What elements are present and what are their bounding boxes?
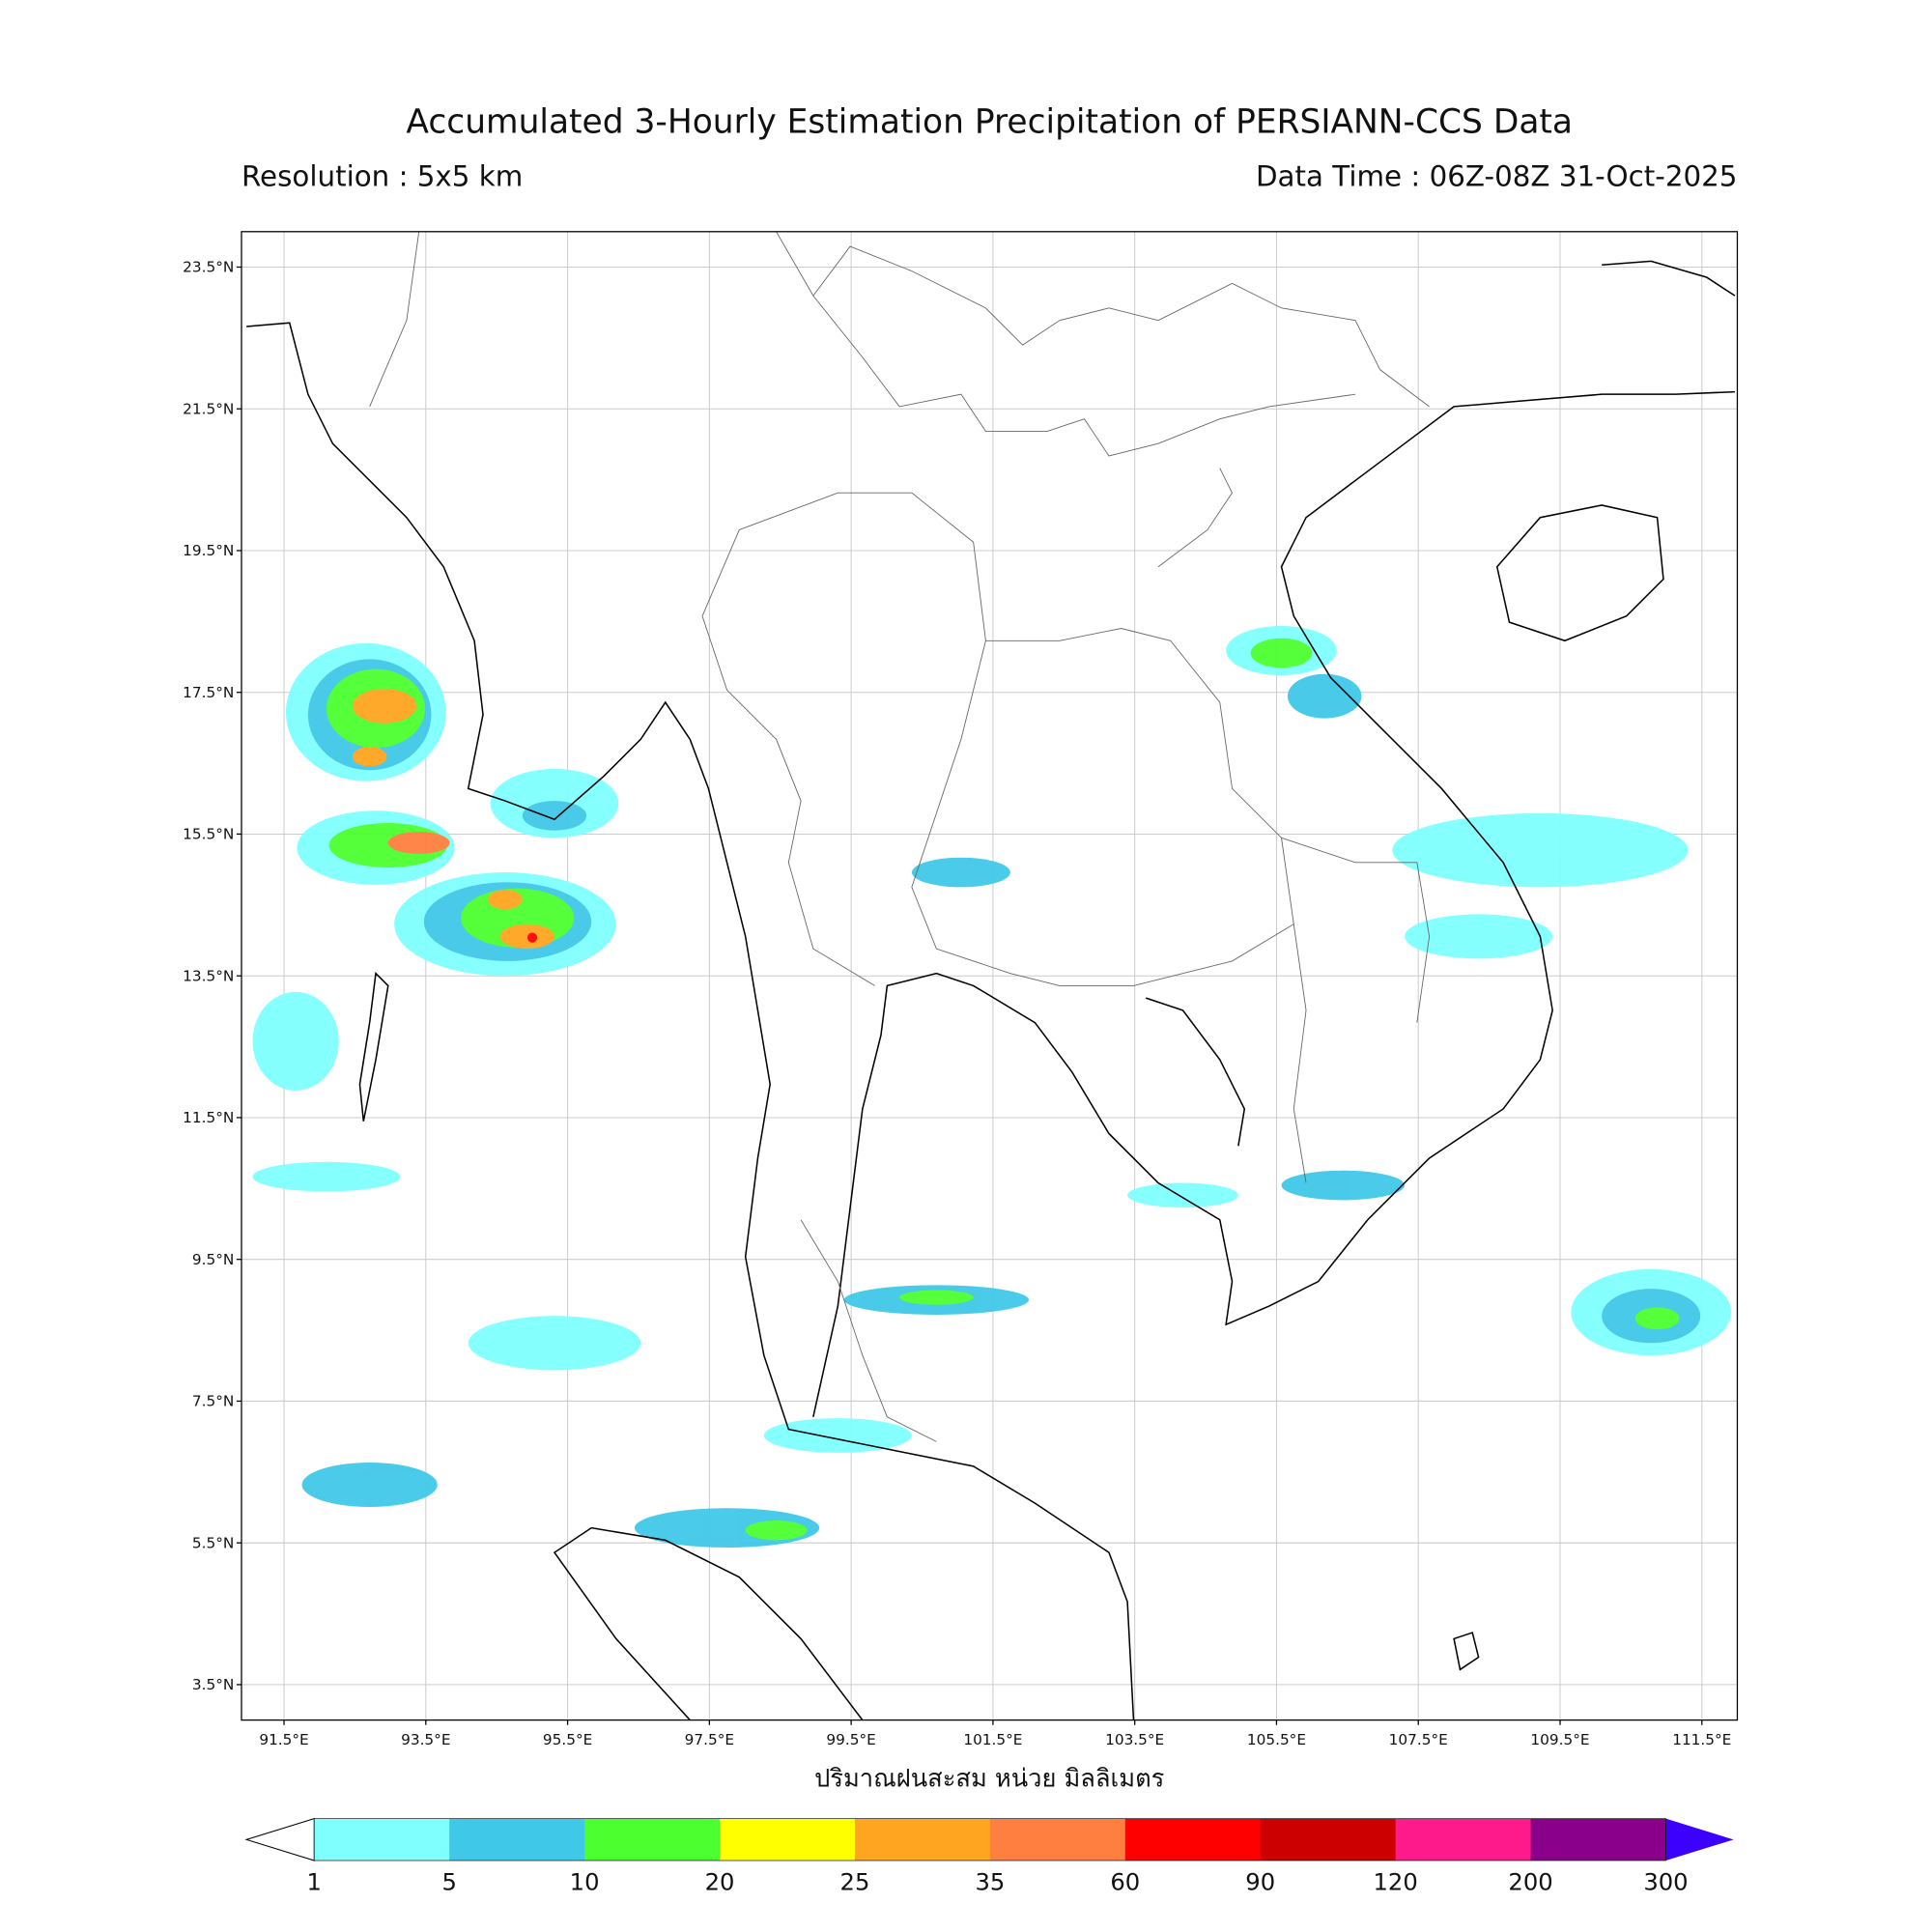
map-area <box>246 231 1736 1720</box>
rain-area <box>1250 638 1313 668</box>
rain-area <box>488 889 523 910</box>
y-tick-label: 21.5°N <box>183 400 234 417</box>
x-tick-label: 97.5°E <box>685 1731 734 1748</box>
y-tick-label: 15.5°N <box>183 826 234 843</box>
x-tick-label: 103.5°E <box>1105 1731 1164 1748</box>
y-tick-label: 23.5°N <box>183 259 234 276</box>
x-tick-label: 99.5°E <box>826 1731 875 1748</box>
y-tick-label: 3.5°N <box>192 1676 234 1693</box>
y-tick-label: 5.5°N <box>192 1534 234 1551</box>
y-tick-label: 9.5°N <box>192 1251 234 1268</box>
rain-area <box>499 923 554 950</box>
coastlines <box>246 260 1736 1720</box>
island <box>1495 504 1664 642</box>
colorbar-segment <box>1260 1818 1397 1861</box>
rain-area <box>252 1161 401 1192</box>
rain-area <box>1634 1307 1680 1330</box>
border <box>369 231 1356 457</box>
coastline <box>812 390 1735 1418</box>
border <box>739 468 1307 1183</box>
rain-area <box>252 991 339 1091</box>
rain-areas <box>252 625 1732 1548</box>
x-tick-label: 111.5°E <box>1672 1731 1731 1748</box>
y-tick-label: 17.5°N <box>183 684 234 701</box>
rain-area <box>1127 1182 1238 1208</box>
coastline <box>553 1526 864 1720</box>
rain-area <box>745 1520 808 1541</box>
colorbar-over <box>1665 1818 1734 1861</box>
y-tick-label: 13.5°N <box>183 967 234 984</box>
rain-area <box>1281 1170 1406 1201</box>
rain-area <box>522 801 587 831</box>
colorbar-label: 120 <box>1374 1869 1418 1896</box>
island <box>1453 1632 1480 1671</box>
island <box>358 972 389 1122</box>
colorbar-segment <box>989 1818 1126 1861</box>
coastline <box>246 322 1135 1720</box>
border <box>701 529 1294 986</box>
colorbar-segment <box>1395 1818 1532 1861</box>
rain-area <box>1405 914 1553 959</box>
rain-area <box>352 689 417 724</box>
border <box>812 245 1430 408</box>
colorbar-label: 1 <box>307 1869 322 1896</box>
border <box>800 1219 937 1442</box>
rain-area <box>301 1463 438 1507</box>
colorbar-label: 10 <box>570 1869 600 1896</box>
x-tick-label: 109.5°E <box>1530 1731 1589 1748</box>
border <box>1281 837 1431 1023</box>
x-tick-label: 91.5°E <box>259 1731 308 1748</box>
colorbar-segment <box>314 1818 450 1861</box>
x-axis-label: ปริมาณฝนสะสม หน่วย มิลลิเมตร <box>814 1764 1164 1793</box>
x-tick-label: 95.5°E <box>543 1731 592 1748</box>
colorbar-label: 25 <box>840 1869 870 1896</box>
rain-area <box>352 746 387 767</box>
colorbar-segment <box>720 1818 856 1861</box>
colorbar-label: 60 <box>1110 1869 1140 1896</box>
y-tick-label: 7.5°N <box>192 1393 234 1410</box>
rain-area <box>899 1290 974 1305</box>
colorbar-segment <box>584 1818 721 1861</box>
colorbar-segment <box>1530 1818 1667 1861</box>
rain-area <box>387 831 450 854</box>
y-tick-label: 11.5°N <box>183 1109 234 1126</box>
subtitle-left: Resolution : 5x5 km <box>242 160 523 193</box>
colorbar-outline <box>313 1818 1666 1861</box>
y-tick-label: 19.5°N <box>183 542 234 559</box>
colorbar-label: 200 <box>1508 1869 1552 1896</box>
colorbar-label: 90 <box>1245 1869 1275 1896</box>
x-tick-label: 107.5°E <box>1389 1731 1448 1748</box>
rain-area <box>911 857 1010 888</box>
rain-area <box>526 932 538 943</box>
map-title: Accumulated 3-Hourly Estimation Precipit… <box>406 103 1573 142</box>
rain-area <box>1287 673 1362 719</box>
colorbar: 1 5 10 20 25 35 60 90 120 200 300 <box>244 1817 1734 1896</box>
colorbar-label: 20 <box>705 1869 735 1896</box>
grid-layer <box>242 231 1738 1720</box>
coastline <box>1145 997 1246 1147</box>
subtitle-right: Data Time : 06Z-08Z 31-Oct-2025 <box>1256 160 1738 193</box>
colorbar-label: 35 <box>975 1869 1005 1896</box>
rain-area <box>1392 812 1689 888</box>
x-tick-label: 101.5°E <box>963 1731 1022 1748</box>
coastline <box>1602 260 1736 297</box>
colorbar-label: 5 <box>441 1869 456 1896</box>
colorbar-segment <box>854 1818 991 1861</box>
borders <box>369 231 1431 1442</box>
x-tick-label: 93.5°E <box>401 1731 450 1748</box>
colorbar-label: 300 <box>1643 1869 1688 1896</box>
x-tick-label: 105.5°E <box>1247 1731 1306 1748</box>
rain-area <box>763 1418 912 1453</box>
rain-area <box>468 1316 641 1371</box>
colorbar-segment <box>1124 1818 1262 1861</box>
colorbar-segment <box>449 1818 585 1861</box>
